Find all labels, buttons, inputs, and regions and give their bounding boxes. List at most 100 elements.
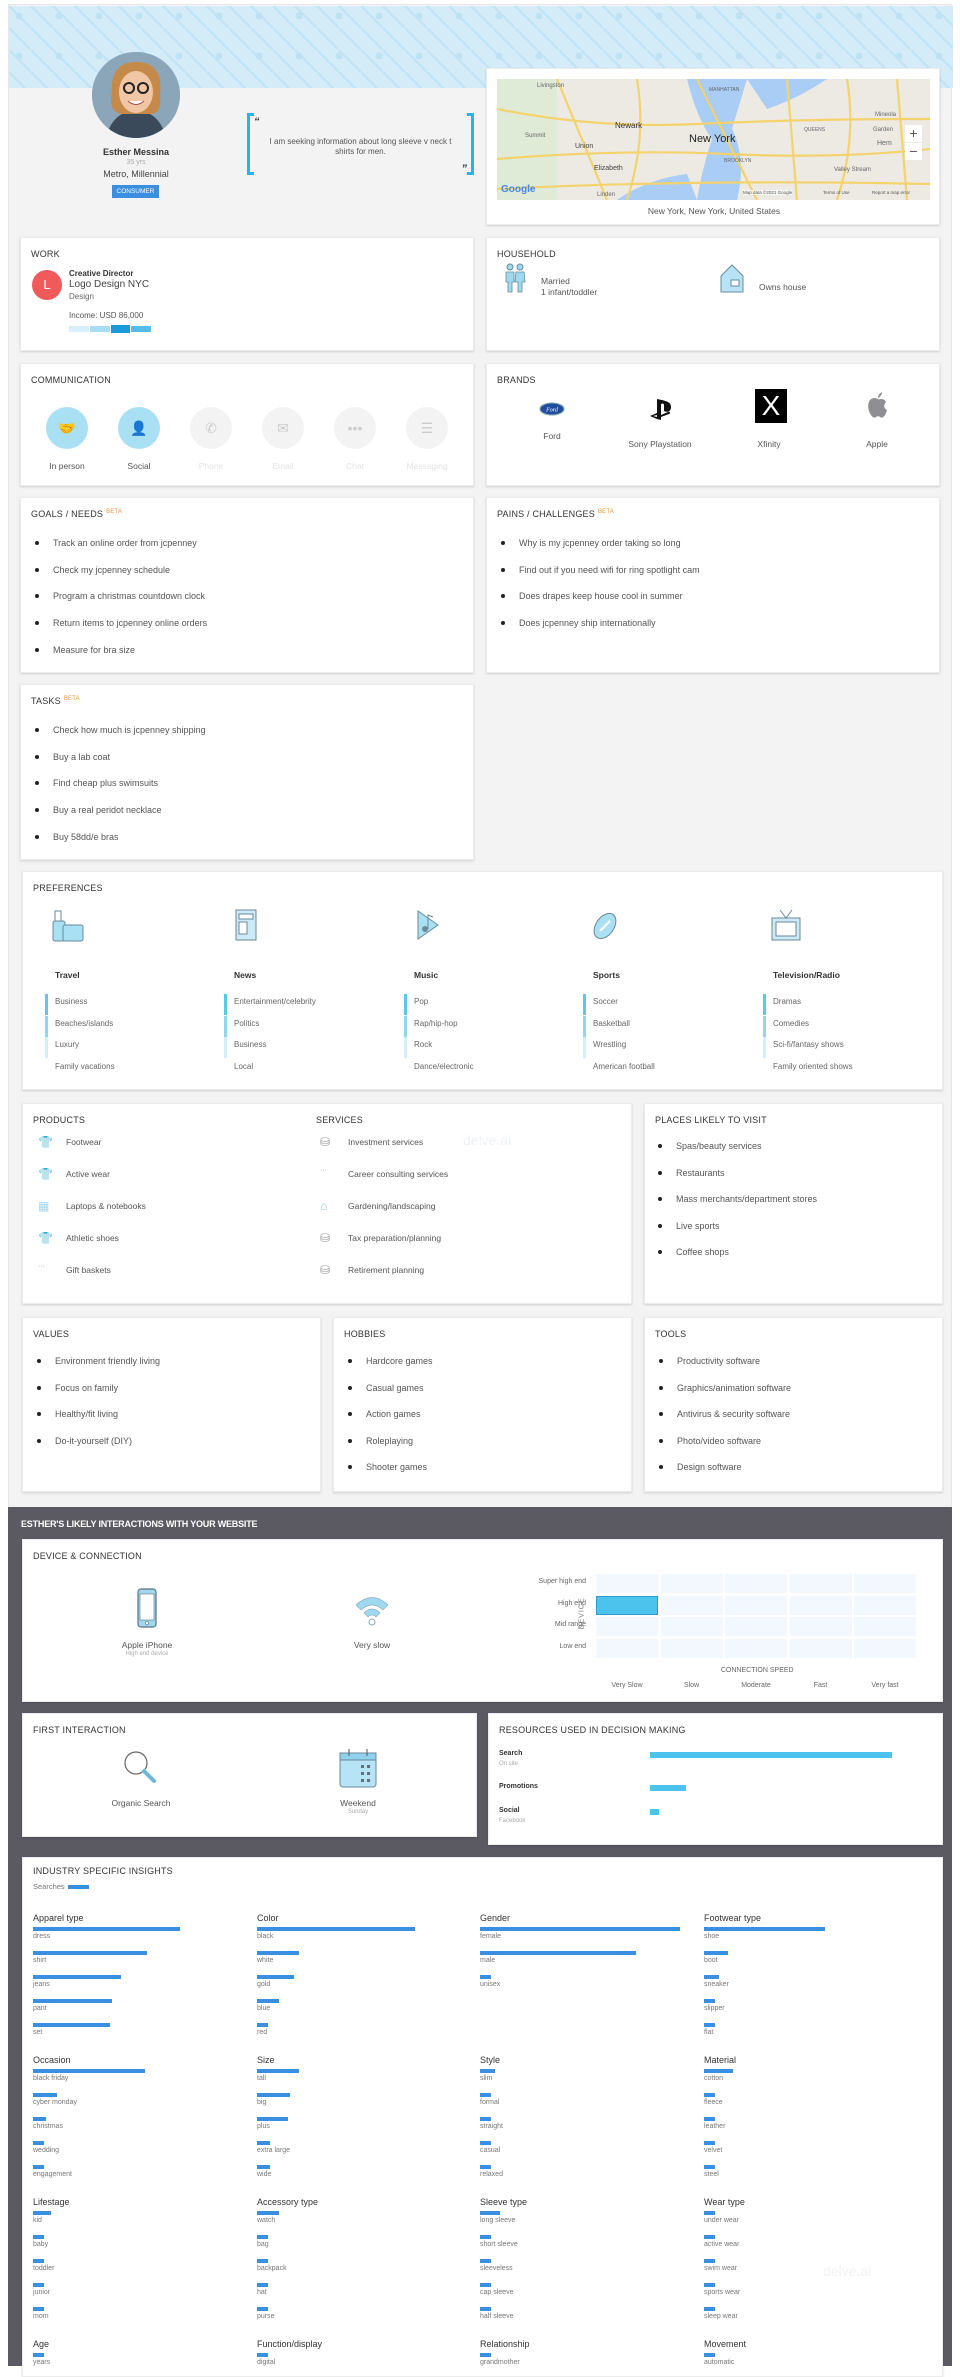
channel-label: In person <box>49 461 85 471</box>
list-item: Gardening/landscaping <box>348 1201 436 1211</box>
insight-label: bag <box>257 2241 269 2248</box>
avatar <box>92 52 180 138</box>
insight-bar <box>257 1951 299 1955</box>
shirt-icon: 👕 <box>38 1231 53 1245</box>
preference-strength-bar <box>404 994 407 1015</box>
tools-card: TOOLS Productivity software Graphics/anim… <box>644 1317 943 1492</box>
connection-speed: Very slow <box>353 1640 391 1650</box>
map-zoom-in-button[interactable]: + <box>905 125 922 142</box>
preference-item: Dance/electronic <box>414 1061 474 1071</box>
location-map[interactable]: Livingston MANHATTAN Newark Summit Union… <box>497 79 930 200</box>
heatmap-cell <box>854 1617 916 1636</box>
insight-bar <box>33 2353 44 2357</box>
insight-bar <box>33 2069 146 2073</box>
hobbies-card: HOBBIES Hardcore games Casual games Action… <box>333 1317 632 1492</box>
preference-strength-bar <box>763 1015 766 1037</box>
list-item: Check my jcpenney schedule <box>34 564 171 575</box>
insight-label: short sleeve <box>480 2241 518 2248</box>
persona-age: 35 yrs <box>126 159 146 166</box>
newspaper-icon <box>235 909 257 941</box>
resource-label: Search <box>499 1750 523 1757</box>
quote-bracket-left <box>247 113 254 175</box>
heatmap-cell <box>725 1595 787 1615</box>
insight-bar <box>480 2235 491 2239</box>
insight-group-title: Material <box>704 2055 737 2065</box>
location-card: Livingston MANHATTAN Newark Summit Union… <box>486 68 940 225</box>
list-item: Photo/video software <box>658 1435 762 1446</box>
insight-label: junior <box>33 2289 51 2296</box>
insight-label: wedding <box>33 2147 60 2154</box>
insight-group-title: Style <box>480 2055 501 2065</box>
tasks-title-text: TASKS <box>31 696 61 706</box>
list-item: Does jcpenney ship internationally <box>501 618 656 629</box>
insight-bar <box>704 1927 825 1931</box>
insight-bar <box>33 1975 121 1979</box>
map-label-elizabeth: Elizabeth <box>594 165 623 172</box>
playstation-logo <box>650 399 671 420</box>
beta-badge: BETA <box>106 509 123 515</box>
resource-sub: On site <box>499 1761 519 1767</box>
map-label-new-york: New York <box>689 133 736 145</box>
insight-bar <box>704 2259 715 2263</box>
quote-open-icon: “ <box>254 116 260 128</box>
preference-strength-bar <box>583 1037 586 1058</box>
preference-item: American football <box>593 1061 655 1071</box>
chat-icon: ••• <box>347 420 363 436</box>
handshake-icon: 🤝 <box>58 419 76 436</box>
resource-label: Social <box>499 1807 520 1814</box>
beta-badge: BETA <box>63 696 80 702</box>
insight-label: shoe <box>704 1933 720 1940</box>
resources-title: RESOURCES USED IN DECISION MAKING <box>499 1725 686 1735</box>
communication-title: COMMUNICATION <box>31 375 111 385</box>
insight-label: white <box>257 1957 274 1964</box>
first-interaction-card: FIRST INTERACTION Organic Search Weekend… <box>22 1713 477 1837</box>
map-report-link[interactable]: Report a map error <box>872 190 911 195</box>
preference-strength-bar <box>45 1015 48 1037</box>
list-item: Program a christmas countdown clock <box>34 591 206 602</box>
list-item: Shooter games <box>347 1462 428 1472</box>
list-item: Design software <box>659 1462 742 1472</box>
map-label-mineola: Mineola <box>875 112 897 118</box>
heatmap-cell <box>660 1595 723 1615</box>
insight-bar <box>480 2307 491 2311</box>
insight-bar <box>257 2141 271 2145</box>
goals-title: GOALS / NEEDS BETA <box>31 509 122 519</box>
insight-label: grandmother <box>480 2359 520 2366</box>
channel-label: Email <box>272 461 294 471</box>
insight-bar <box>480 2141 491 2145</box>
insight-group-title: Apparel type <box>33 1913 84 1923</box>
watermark-logo: delve.ai <box>463 1132 512 1148</box>
preference-strength-bar <box>45 1037 48 1058</box>
insight-label: swim wear <box>704 2265 738 2272</box>
map-terms-link[interactable]: Terms of Use <box>823 190 850 195</box>
income-segment <box>110 325 131 333</box>
pains-title-text: PAINS / CHALLENGES <box>497 509 595 519</box>
legend-swatch <box>68 1885 89 1889</box>
insight-bar <box>704 2141 715 2145</box>
map-zoom-out-button[interactable]: − <box>905 143 922 160</box>
list-item: Antivirus & security software <box>658 1409 791 1419</box>
luggage-icon <box>52 910 84 942</box>
work-title: WORK <box>31 249 60 259</box>
apple-logo <box>868 392 887 418</box>
list-item: Return items to jcpenney online orders <box>34 618 208 629</box>
list-item: Mass merchants/department stores <box>657 1194 818 1204</box>
heatmap-cell <box>725 1638 787 1658</box>
insight-bar <box>33 2141 44 2145</box>
insight-bar <box>33 2259 44 2263</box>
goals-card: GOALS / NEEDS BETA Track an online order … <box>20 497 474 673</box>
insight-bar <box>480 2283 491 2287</box>
map-label-linden: Linden <box>597 192 616 198</box>
company-name: Logo Design NYC <box>69 279 150 290</box>
brand-label: Apple <box>866 439 888 449</box>
insight-label: dress <box>33 1933 51 1940</box>
ellipsis-icon: ··· <box>320 1167 327 1174</box>
insight-bar <box>480 2259 491 2263</box>
resource-bar <box>650 1752 892 1758</box>
insight-label: black <box>257 1933 274 1940</box>
insight-bar <box>480 2165 491 2169</box>
insight-label: shirt <box>33 1957 47 1964</box>
device-name: Apple iPhone <box>121 1640 173 1650</box>
heatmap-cell <box>854 1574 916 1593</box>
list-item: Graphics/animation software <box>658 1382 792 1393</box>
